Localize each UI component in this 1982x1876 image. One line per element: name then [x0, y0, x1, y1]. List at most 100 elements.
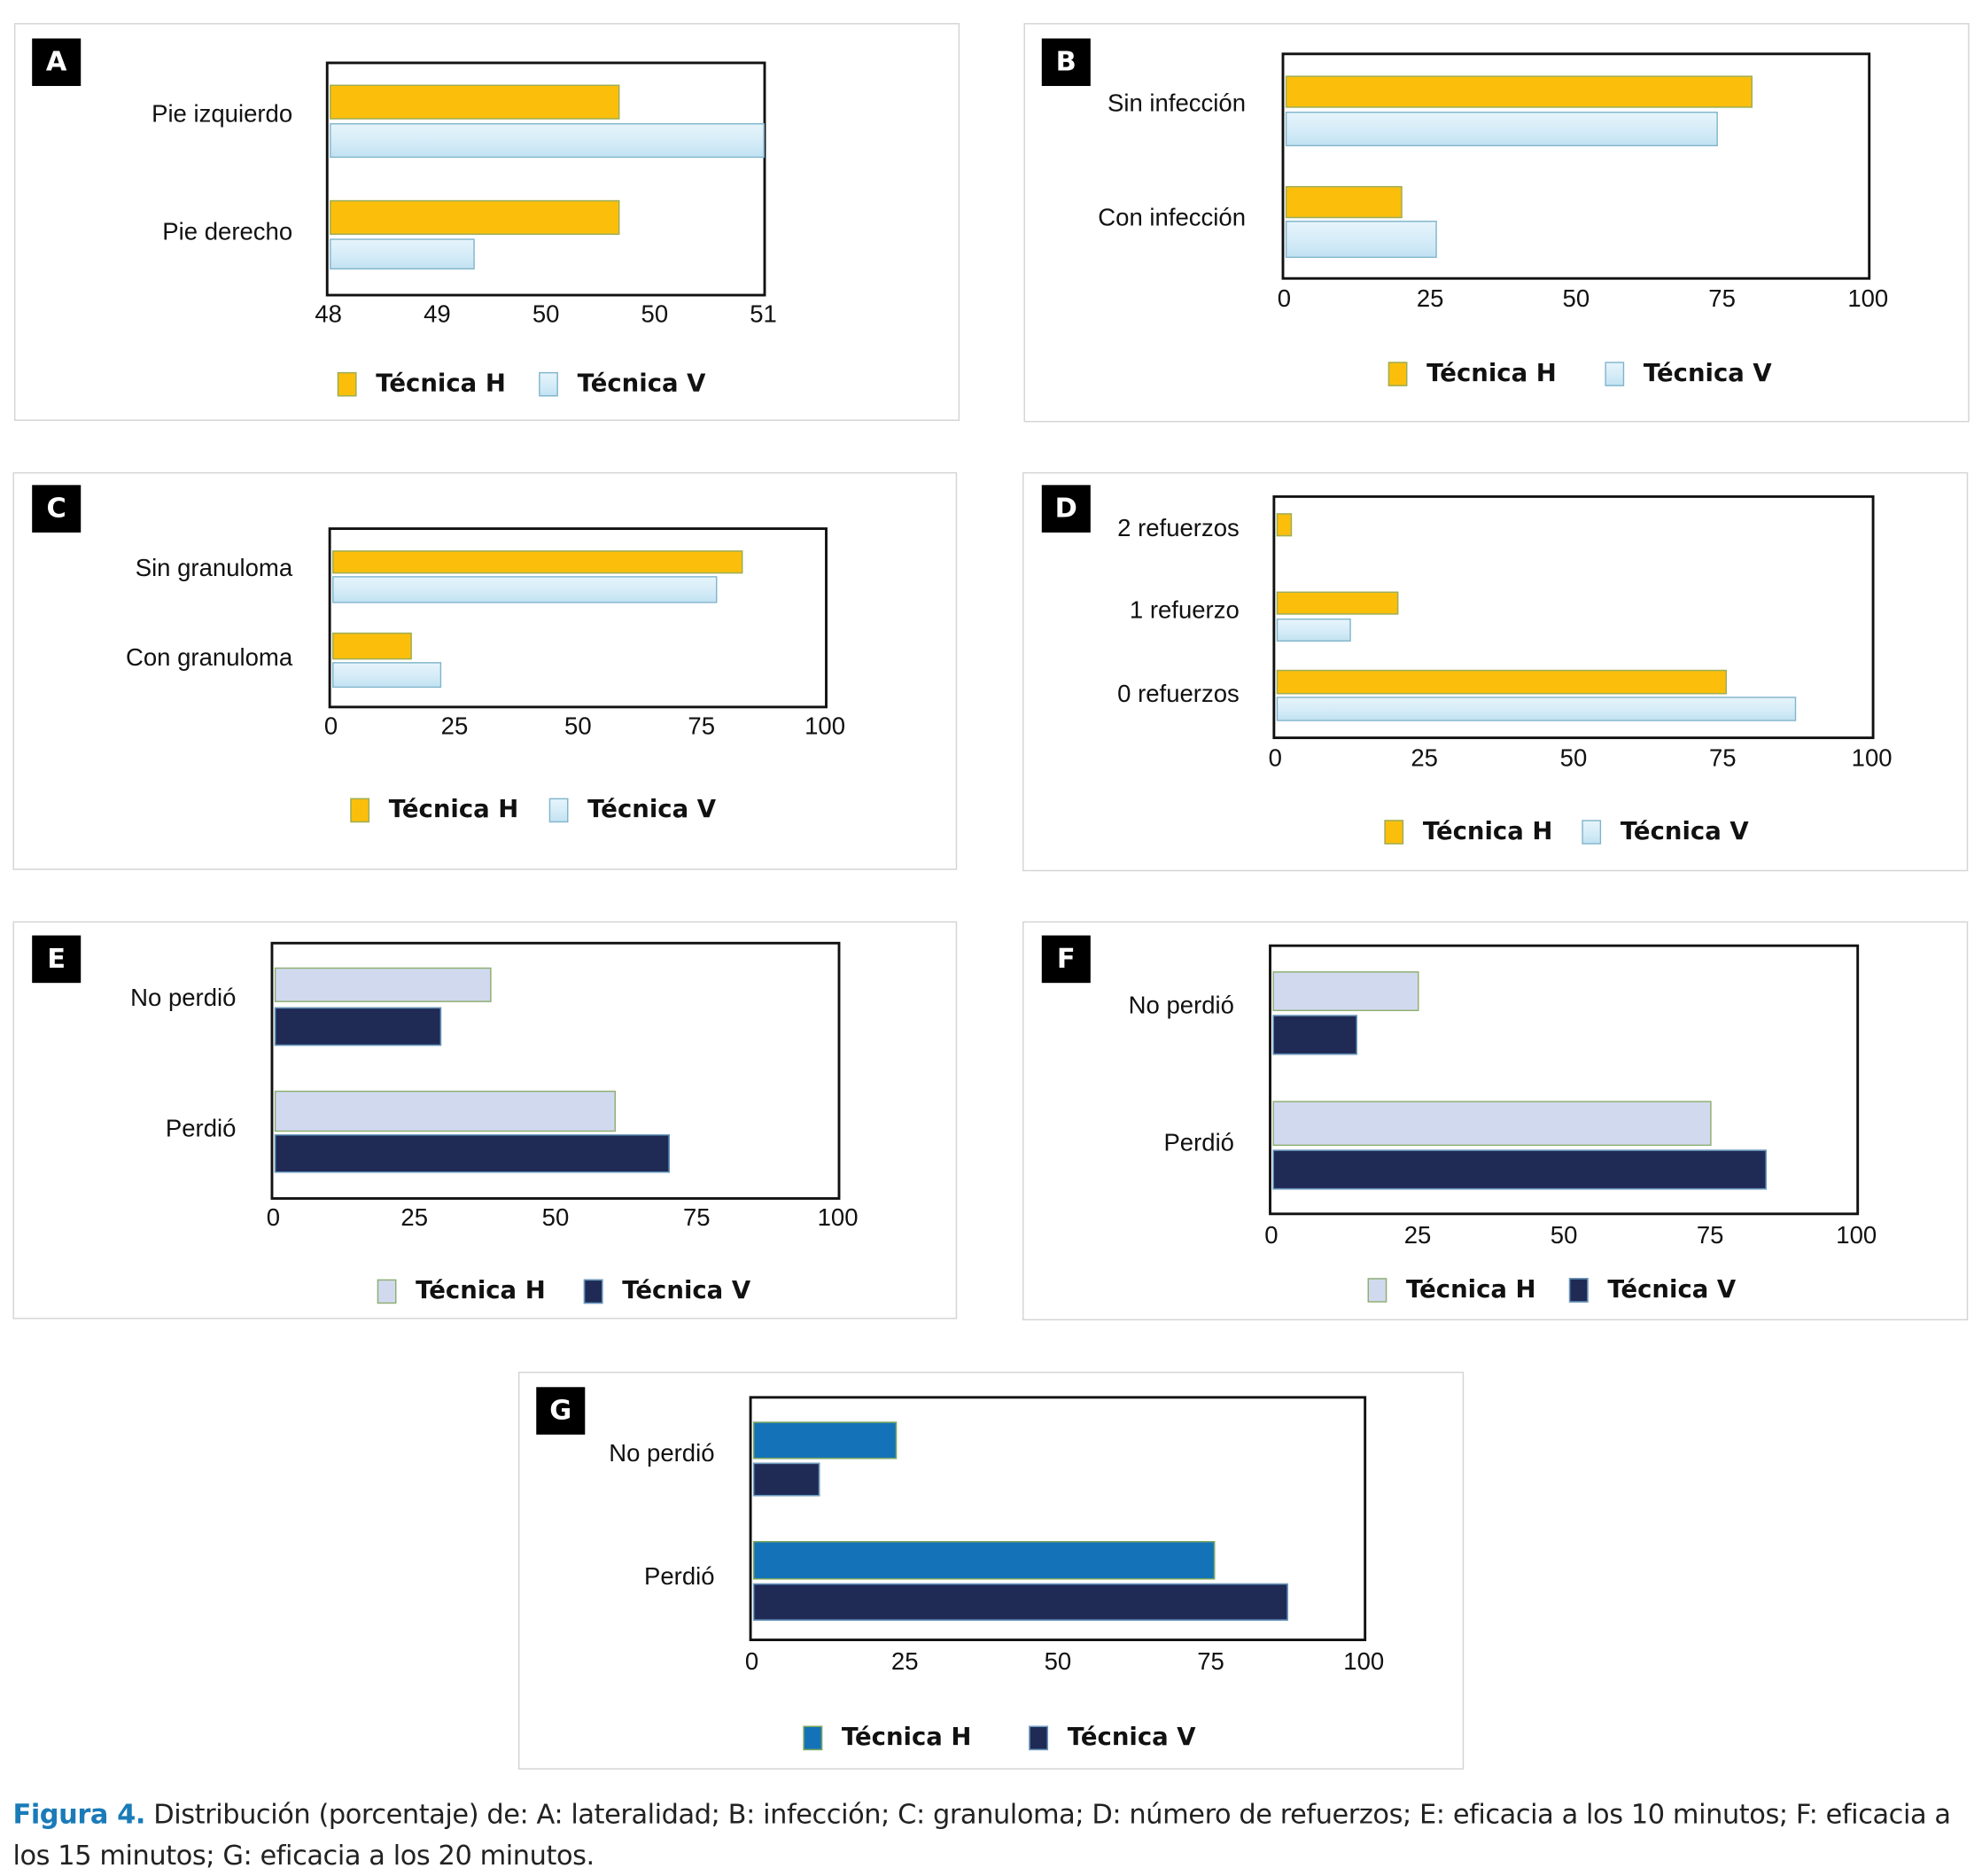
x-tick-label: 75 — [1708, 285, 1736, 314]
category-label: Pie derecho — [162, 219, 293, 246]
bar-tecnica-h — [1272, 1101, 1712, 1147]
legend-label: Técnica V — [587, 795, 717, 824]
bar-tecnica-v — [274, 1007, 441, 1047]
x-tick-label: 25 — [1411, 745, 1438, 773]
panel-letter: F — [1041, 935, 1091, 984]
x-tick-label: 75 — [1708, 745, 1737, 773]
bar-tecnica-v — [330, 123, 766, 159]
category-label: Pie izquierdo — [152, 101, 293, 128]
x-tick-label: 0 — [744, 1648, 759, 1677]
x-tick-label: 0 — [323, 713, 338, 741]
bar-tecnica-v — [332, 576, 718, 603]
category-label: No perdió — [130, 985, 237, 1013]
legend-swatch-tecnica-h — [1367, 1278, 1387, 1303]
panel-letter: B — [1041, 38, 1091, 87]
bar-tecnica-h — [752, 1421, 898, 1460]
x-tick-label: 100 — [1847, 285, 1889, 314]
bar-tecnica-v — [332, 662, 441, 689]
x-tick-label: 75 — [1197, 1648, 1224, 1677]
legend-swatch-tecnica-v — [583, 1279, 603, 1304]
plot-area — [1269, 944, 1860, 1216]
category-label: Perdió — [644, 1563, 715, 1592]
category-label: Sin granuloma — [135, 555, 293, 583]
category-label: Perdió — [165, 1116, 237, 1143]
category-label: 2 refuerzos — [1117, 515, 1240, 543]
bar-tecnica-h — [332, 550, 742, 574]
bar-tecnica-v — [1276, 697, 1796, 721]
x-tick-label: 48 — [315, 301, 342, 329]
legend-label: Técnica H — [376, 369, 506, 398]
category-label: Perdió — [1163, 1130, 1234, 1157]
x-tick-label: 0 — [266, 1204, 281, 1233]
legend-swatch-tecnica-h — [337, 371, 357, 397]
bar-tecnica-h — [752, 1541, 1216, 1580]
bar-tecnica-h — [1276, 513, 1292, 537]
legend-swatch-tecnica-v — [1568, 1278, 1589, 1303]
category-label: Con granuloma — [126, 645, 293, 673]
category-label: No perdió — [1128, 992, 1234, 1020]
x-tick-label: 25 — [1416, 285, 1444, 314]
bar-tecnica-h — [274, 1090, 617, 1133]
bar-tecnica-h — [1272, 971, 1419, 1012]
x-tick-label: 25 — [400, 1204, 429, 1233]
bar-tecnica-h — [1285, 75, 1753, 108]
category-label: Sin infección — [1108, 90, 1247, 118]
panel-letter: C — [32, 485, 82, 533]
panel-letter: E — [32, 935, 82, 984]
plot-area — [328, 527, 828, 709]
category-label: Con infección — [1098, 205, 1247, 232]
legend-swatch-tecnica-h — [1387, 362, 1408, 386]
x-tick-label: 50 — [564, 713, 592, 741]
x-tick-label: 100 — [1836, 1222, 1877, 1250]
bar-tecnica-h — [332, 632, 412, 660]
x-tick-label: 75 — [682, 1204, 711, 1233]
plot-area — [749, 1396, 1367, 1641]
x-tick-label: 51 — [750, 301, 777, 329]
bar-tecnica-v — [752, 1583, 1289, 1621]
plot-area — [1281, 52, 1871, 280]
bar-tecnica-h — [1276, 591, 1399, 615]
bar-tecnica-v — [1272, 1015, 1358, 1055]
x-tick-label: 49 — [424, 301, 451, 329]
legend-swatch-tecnica-v — [548, 798, 569, 823]
x-tick-label: 0 — [1277, 285, 1292, 314]
legend-label: Técnica V — [577, 369, 706, 398]
caption-text: Distribución (porcentaje) de: A: lateral… — [12, 1799, 1951, 1872]
x-tick-label: 25 — [890, 1648, 919, 1677]
legend-label: Técnica V — [1620, 817, 1749, 846]
legend-label: Técnica V — [1607, 1275, 1737, 1304]
legend-label: Técnica H — [1422, 817, 1553, 846]
bar-tecnica-v — [1276, 618, 1351, 642]
bar-tecnica-h — [1276, 669, 1728, 695]
plot-area — [270, 941, 841, 1200]
legend-label: Técnica V — [1643, 359, 1772, 388]
x-tick-label: 25 — [1403, 1222, 1432, 1250]
figure-caption: Figura 4. Distribución (porcentaje) de: … — [12, 1794, 1969, 1876]
legend-label: Técnica V — [1067, 1723, 1196, 1752]
bar-tecnica-v — [1272, 1149, 1768, 1190]
legend-swatch-tecnica-h — [377, 1279, 397, 1304]
x-tick-label: 50 — [1562, 285, 1590, 314]
x-tick-label: 100 — [804, 713, 846, 741]
bar-tecnica-h — [330, 199, 620, 235]
x-tick-label: 75 — [1696, 1222, 1724, 1250]
legend-swatch-tecnica-h — [350, 798, 370, 823]
legend-label: Técnica H — [841, 1723, 972, 1752]
x-tick-label: 50 — [532, 301, 560, 329]
legend-swatch-tecnica-v — [539, 371, 558, 397]
legend-label: Técnica H — [1406, 1275, 1536, 1304]
caption-label: Figura 4. — [12, 1799, 146, 1830]
x-tick-label: 50 — [1044, 1648, 1072, 1677]
category-label: 1 refuerzo — [1129, 597, 1240, 625]
panel-letter: G — [536, 1387, 586, 1435]
panel-letter: D — [1041, 485, 1091, 533]
x-tick-label: 100 — [1851, 745, 1893, 773]
bar-tecnica-v — [1285, 111, 1718, 147]
x-tick-label: 50 — [641, 301, 669, 329]
x-tick-label: 50 — [1559, 745, 1588, 773]
x-tick-label: 0 — [1268, 745, 1282, 773]
legend-swatch-tecnica-v — [1029, 1725, 1049, 1751]
legend-label: Técnica H — [416, 1276, 546, 1305]
legend-label: Técnica H — [1426, 359, 1557, 388]
bar-tecnica-h — [330, 84, 620, 120]
